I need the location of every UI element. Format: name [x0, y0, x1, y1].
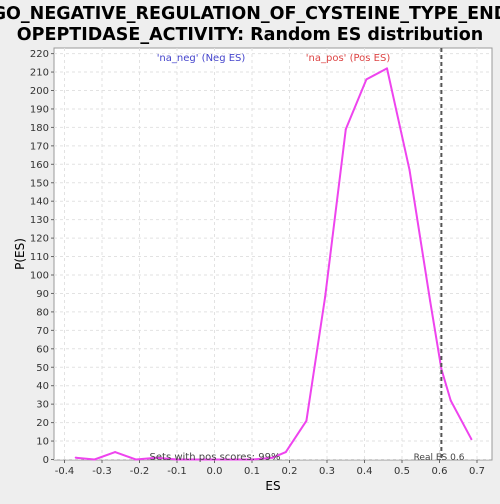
y-tick-label: 40 — [36, 381, 49, 392]
data-point — [408, 168, 411, 171]
y-tick-label: 210 — [30, 68, 49, 79]
data-point — [155, 456, 158, 459]
y-tick-label: 160 — [30, 160, 49, 171]
x-tick-label: -0.4 — [55, 466, 75, 477]
data-point — [284, 451, 287, 454]
data-point — [114, 451, 117, 454]
data-point — [251, 458, 253, 461]
y-tick-label: 130 — [30, 215, 49, 226]
x-axis-label: ES — [265, 479, 280, 493]
legend-label-pos: 'na_pos' (Pos ES) — [306, 53, 391, 64]
y-tick-label: 80 — [36, 307, 49, 318]
data-point — [176, 458, 178, 461]
data-point — [344, 128, 347, 131]
y-tick-label: 50 — [36, 363, 49, 374]
y-tick-label: 90 — [36, 289, 49, 300]
chart-title-line-1: GO_NEGATIVE_REGULATION_OF_CYSTEINE_TYPE_… — [0, 4, 500, 24]
y-tick-label: 180 — [30, 123, 49, 134]
y-tick-label: 0 — [43, 455, 49, 466]
x-tick-label: 0.4 — [357, 466, 373, 477]
x-tick-label: 0.7 — [469, 466, 485, 477]
data-point — [449, 399, 452, 402]
x-tick-label: -0.3 — [92, 466, 112, 477]
y-tick-label: 190 — [30, 104, 49, 115]
y-tick-label: 170 — [30, 141, 49, 152]
y-tick-label: 70 — [36, 326, 49, 337]
chart-title-line-2: OPEPTIDASE_ACTIVITY: Random ES distribut… — [17, 25, 483, 45]
data-point — [440, 368, 443, 371]
data-point — [429, 299, 432, 302]
y-tick-label: 20 — [36, 418, 49, 429]
x-tick-label: -0.1 — [167, 466, 187, 477]
legend-label-neg: 'na_neg' (Neg ES) — [157, 53, 246, 64]
x-tick-label: 0.5 — [394, 466, 410, 477]
y-tick-label: 100 — [30, 271, 49, 282]
real-es-label: Real ES 0.6 — [414, 453, 465, 463]
data-point — [134, 458, 137, 461]
plot-area — [53, 47, 493, 461]
x-tick-label: 0.1 — [244, 466, 260, 477]
x-tick-label: 0.2 — [282, 466, 298, 477]
y-axis-label: P(ES) — [13, 238, 27, 270]
y-tick-label: 110 — [30, 252, 49, 263]
x-tick-label: 0.3 — [319, 466, 335, 477]
y-tick-label: 120 — [30, 234, 49, 245]
data-point — [93, 458, 96, 461]
data-point — [470, 438, 473, 441]
x-tick-label: -0.2 — [130, 466, 150, 477]
y-tick-label: 150 — [30, 178, 49, 189]
series-layer — [74, 48, 473, 461]
data-point — [324, 296, 327, 299]
y-tick-label: 10 — [36, 437, 49, 448]
y-tick-label: 200 — [30, 86, 49, 97]
grid-lines — [54, 48, 492, 460]
y-tick-label: 60 — [36, 344, 49, 355]
data-point — [213, 458, 216, 461]
axes: 0 10 20 30 40 50 60 70 80 90 100 110 120 130 140 150 160… — [30, 49, 485, 477]
es-distribution-line — [75, 67, 473, 461]
x-tick-label: 0.6 — [432, 466, 448, 477]
data-point — [74, 456, 77, 459]
pos-scores-annotation: Sets with pos scores: 99% — [150, 452, 281, 463]
data-point — [365, 78, 368, 81]
data-point — [386, 67, 388, 70]
data-point — [305, 419, 308, 422]
y-tick-label: 220 — [30, 49, 49, 60]
y-tick-label: 30 — [36, 400, 49, 411]
x-tick-label: 0.0 — [207, 466, 223, 477]
data-point — [271, 456, 274, 459]
y-tick-label: 140 — [30, 197, 49, 208]
